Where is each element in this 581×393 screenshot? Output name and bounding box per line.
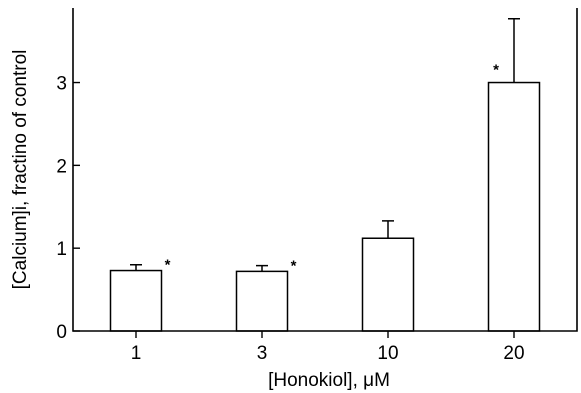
y-tick-label-0: 0 [56,322,67,343]
axes-frame [72,8,578,332]
significance-star-3: * [291,257,297,274]
x-axis-ticks: 1 3 10 20 [131,331,525,364]
y-tick-label-1: 1 [56,239,67,260]
x-axis-title: [Honokiol], μM [268,370,390,391]
bars-group [109,81,541,332]
error-bar-3 [256,264,268,272]
x-tick-label-1: 1 [131,343,142,364]
error-bars-group [130,18,520,272]
error-bar-20 [508,18,520,83]
bar-3 [235,270,289,332]
bar-1 [109,269,163,332]
y-tick-label-2: 2 [56,156,67,177]
bar-10 [361,237,415,332]
bar-20 [487,81,541,332]
error-bar-10 [382,220,394,239]
x-tick-label-20: 20 [503,343,524,364]
y-tick-label-3: 3 [56,74,67,95]
significance-star-20: * [493,62,499,79]
significance-markers: * * * [165,62,500,275]
x-tick-label-10: 10 [377,343,398,364]
x-tick-label-3: 3 [257,343,268,364]
y-axis-ticks: 0 1 2 3 [56,74,80,343]
y-axis-title: [Calcium]i, fractino of control [10,50,31,290]
error-bar-1 [130,263,142,271]
significance-star-1: * [165,257,171,274]
